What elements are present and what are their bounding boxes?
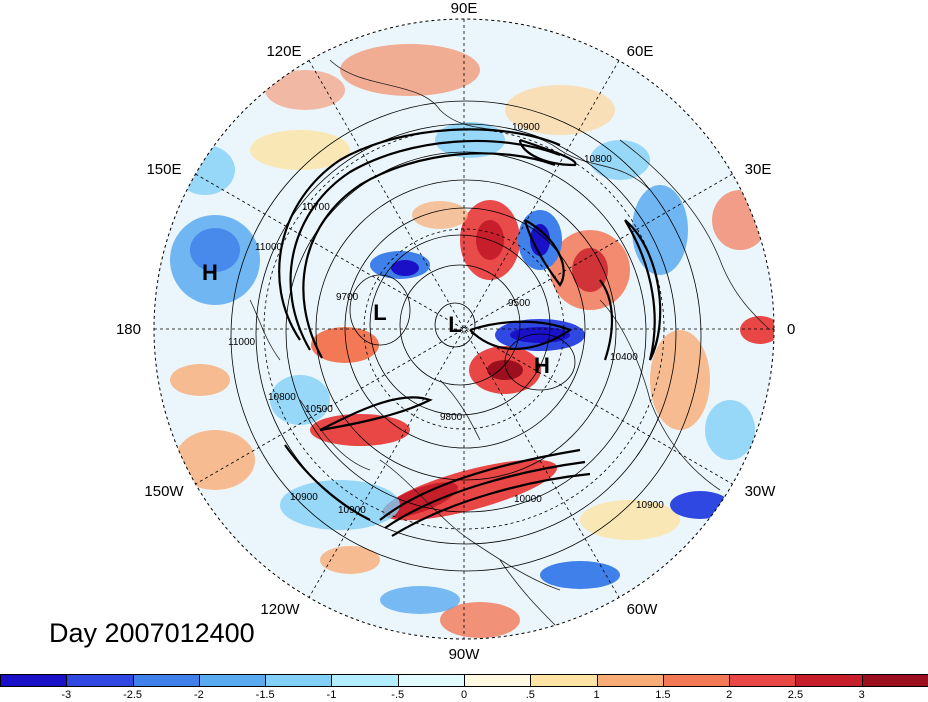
colorbar-swatch bbox=[729, 674, 797, 687]
colorbar-swatch bbox=[464, 674, 532, 687]
longitude-label-120w: 120W bbox=[260, 601, 300, 618]
contour-label: 10400 bbox=[610, 352, 638, 363]
contour-label: 10800 bbox=[584, 154, 612, 165]
colorbar-tick-label: 3 bbox=[858, 689, 865, 701]
contour-label: 10900 bbox=[512, 122, 540, 133]
colorbar-swatch bbox=[530, 674, 598, 687]
anomaly-field bbox=[154, 19, 774, 639]
pressure-markers: H L L H bbox=[202, 260, 550, 378]
contour-label: 10000 bbox=[514, 494, 542, 505]
colorbar-swatch bbox=[795, 674, 863, 687]
contour-labels: 10900 10800 11000 11000 10800 10500 9700… bbox=[228, 122, 664, 516]
longitude-label-150e: 150E bbox=[146, 161, 181, 178]
map-title: Day 2007012400 bbox=[49, 618, 255, 648]
colorbar-tick-label: 0 bbox=[460, 689, 468, 701]
longitude-label-60e: 60E bbox=[627, 43, 654, 60]
colorbar-swatch bbox=[397, 674, 465, 687]
colorbar-swatch bbox=[861, 674, 928, 687]
colorbar-tick-label: -3 bbox=[61, 689, 72, 701]
contour-label: 10700 bbox=[302, 202, 330, 213]
polar-stereographic-map: 10900 10800 11000 11000 10800 10500 9700… bbox=[116, 0, 795, 663]
contour-label: 10500 bbox=[305, 404, 333, 415]
colorbar-swatch bbox=[66, 674, 134, 687]
contour-label: 10900 bbox=[636, 500, 664, 511]
colorbar-swatch bbox=[0, 674, 68, 687]
colorbar-tick-label: 1.5 bbox=[655, 689, 671, 701]
longitude-label-180: 180 bbox=[116, 321, 141, 338]
colorbar-tick-label: -2 bbox=[193, 689, 204, 701]
low-pressure-label: L bbox=[448, 312, 461, 337]
colorbar-tick-label: -1 bbox=[326, 689, 337, 701]
colorbar-tick-label: 1 bbox=[593, 689, 600, 701]
colorbar: -3 -2.5 -2 -1.5 -1 -.5 0 .5 1 1.5 2 2.5 3 bbox=[0, 674, 928, 702]
contour-label: 10800 bbox=[268, 392, 296, 403]
colorbar-tick-label: .5 bbox=[525, 689, 535, 701]
high-pressure-label: H bbox=[202, 260, 218, 285]
colorbar-tick-label: -1.5 bbox=[255, 689, 275, 701]
colorbar-swatch bbox=[331, 674, 399, 687]
low-pressure-label: L bbox=[373, 300, 386, 325]
contour-label: 9700 bbox=[336, 292, 359, 303]
longitude-label-30w: 30W bbox=[745, 483, 777, 500]
contour-label: 10900 bbox=[338, 505, 366, 516]
longitude-label-120e: 120E bbox=[266, 43, 301, 60]
colorbar-tick-label: 2.5 bbox=[787, 689, 804, 701]
contour-label: 9800 bbox=[440, 412, 463, 423]
contour-label: 9500 bbox=[508, 298, 531, 309]
longitude-label-90e: 90E bbox=[451, 0, 478, 17]
contour-label: 11000 bbox=[255, 242, 283, 253]
colorbar-swatch bbox=[132, 674, 200, 687]
longitude-label-60w: 60W bbox=[627, 601, 659, 618]
map-boundary bbox=[153, 18, 775, 640]
graticule bbox=[154, 19, 774, 639]
jet-contours bbox=[278, 128, 662, 537]
colorbar-tick-label: -.5 bbox=[391, 689, 405, 701]
high-pressure-label: H bbox=[534, 353, 550, 378]
longitude-label-150w: 150W bbox=[144, 483, 184, 500]
longitude-labels: 90E 60E 30E 0 30W 60W 90W 120W 150W 180 … bbox=[116, 0, 795, 663]
longitude-label-90w: 90W bbox=[449, 646, 481, 663]
colorbar-tick-label: 2 bbox=[726, 689, 733, 701]
colorbar-tick-label: -2.5 bbox=[123, 689, 143, 701]
colorbar-swatch bbox=[265, 674, 333, 687]
height-contours bbox=[230, 100, 702, 572]
longitude-label-0: 0 bbox=[787, 321, 795, 338]
colorbar-swatch bbox=[596, 674, 664, 687]
positive-anomaly-patches bbox=[170, 44, 774, 638]
colorbar-swatch bbox=[198, 674, 267, 687]
contour-label: 11000 bbox=[228, 337, 256, 348]
longitude-label-30e: 30E bbox=[745, 161, 772, 178]
colorbar-swatch bbox=[662, 674, 731, 687]
contour-label: 10900 bbox=[290, 492, 318, 503]
